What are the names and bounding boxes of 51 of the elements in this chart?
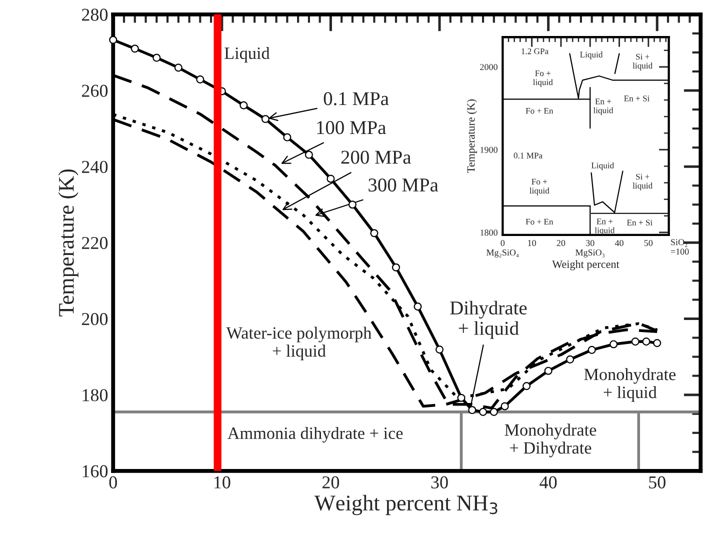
- y-axis-title: Temperature (K): [466, 99, 477, 173]
- x-tick-label: 30 MgSiO₃: [576, 240, 605, 258]
- x-tick-label: 20: [556, 240, 566, 246]
- x-tick-label: 40: [540, 476, 557, 488]
- annotation: 100 MPa: [317, 121, 386, 134]
- annotation: En + liquid: [593, 98, 614, 116]
- annotation: Monohydrate + liquid: [584, 368, 676, 402]
- y-tick-label: 260: [82, 84, 108, 97]
- y-tick-label: 1800: [480, 230, 498, 236]
- annotation: 300 MPa: [368, 178, 438, 192]
- y-tick-label: 2000: [480, 64, 498, 70]
- annotation: Monohydrate + Dihydrate: [504, 424, 596, 458]
- annotation: Liquid: [224, 46, 270, 63]
- annotation: Fo + liquid: [530, 178, 550, 196]
- y-axis-title: Temperature (K): [58, 169, 78, 316]
- annotation: Dihydrate + liquid: [450, 300, 527, 339]
- x-tick-label: 10: [528, 240, 536, 246]
- x-axis-title: Weight percent NH$_{3}$: [314, 494, 498, 516]
- annotation: Water-ice polymorph + liquid: [226, 326, 372, 360]
- annotation: 0.1 MPa: [514, 152, 542, 158]
- annotation: En + Si: [624, 96, 650, 102]
- annotation: 0.1 MPa: [324, 92, 389, 106]
- y-tick-label: 240: [82, 160, 108, 174]
- annotation: 1.2 GPa: [522, 48, 548, 54]
- x-tick-label: 20: [322, 476, 340, 488]
- annotation: Fo + En: [526, 218, 554, 225]
- annotation: Si + liquid: [632, 54, 652, 70]
- y-tick-label: 280: [82, 8, 108, 21]
- annotation: SiO₂ =100: [670, 239, 689, 255]
- annotation: En + liquid: [594, 218, 615, 235]
- x-axis-title: Weight percent: [552, 260, 620, 270]
- annotation: Ammonia dihydrate + ice: [228, 426, 403, 443]
- x-tick-label: 0: [109, 476, 117, 488]
- x-tick-label: 30: [431, 476, 448, 488]
- annotation: 200 MPa: [341, 150, 412, 164]
- x-tick-label: 40: [614, 240, 624, 246]
- annotation: Liquid: [580, 51, 603, 60]
- annotation: Fo + En: [526, 108, 554, 114]
- y-tick-label: 1900: [480, 146, 498, 153]
- annotation: Si + liquid: [632, 174, 652, 190]
- y-tick-label: 220: [82, 236, 108, 250]
- x-tick-label: 50: [644, 240, 653, 246]
- y-tick-label: 200: [82, 312, 108, 326]
- annotation: Fo + liquid: [533, 70, 553, 87]
- x-tick-label: 50: [649, 476, 666, 488]
- y-tick-label: 160: [82, 465, 108, 478]
- y-tick-label: 180: [82, 389, 108, 402]
- annotation: En + Si: [627, 220, 652, 226]
- annotation: Liquid: [591, 162, 614, 170]
- x-tick-label: 0 Mg₂SiO₄: [486, 240, 519, 258]
- x-tick-label: 10: [214, 476, 230, 488]
